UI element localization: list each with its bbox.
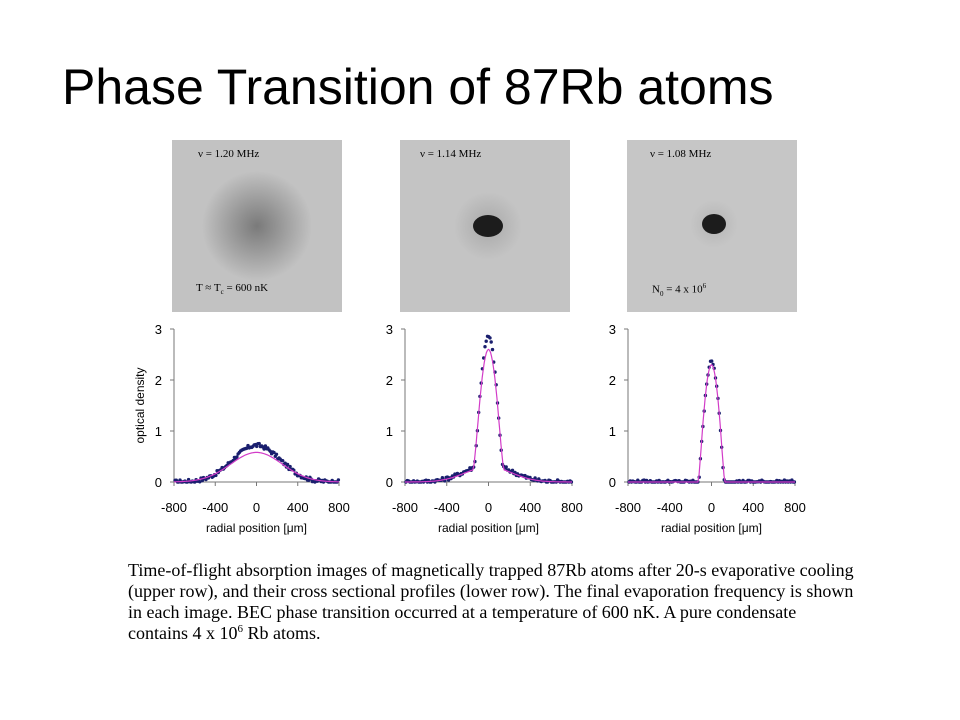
image-1-frequency-label: ν = 1.20 MHz (198, 148, 260, 160)
data-point (523, 473, 527, 478)
absorption-image-1 (172, 140, 342, 312)
slide-title: Phase Transition of 87Rb atoms (62, 59, 774, 115)
x-tick-label: -400 (657, 500, 683, 515)
x-axis-label: radial position [μm] (661, 521, 762, 535)
data-point (336, 478, 341, 482)
data-point (488, 336, 492, 340)
fit-curve (405, 348, 572, 483)
x-tick-label: 400 (519, 500, 541, 515)
data-point (245, 446, 249, 450)
x-tick-label: -400 (202, 500, 228, 515)
y-tick-label: 2 (609, 373, 616, 388)
absorption-image-2 (400, 140, 570, 312)
image-2-frequency-label: ν = 1.14 MHz (420, 148, 482, 160)
x-tick-label: 400 (742, 500, 764, 515)
data-point (262, 447, 266, 451)
y-tick-label: 3 (386, 322, 393, 337)
y-tick-label: 3 (609, 322, 616, 337)
y-tick-label: 2 (155, 373, 162, 388)
data-point (281, 459, 285, 463)
y-tick-label: 0 (609, 475, 616, 490)
x-tick-label: 0 (253, 500, 260, 515)
y-tick-label: 1 (155, 424, 162, 439)
data-point (272, 450, 276, 455)
y-tick-label: 1 (609, 424, 616, 439)
x-tick-label: -800 (392, 500, 418, 515)
fit-curve (174, 451, 339, 483)
y-tick-label: 1 (386, 424, 393, 439)
data-point (200, 478, 204, 483)
absorption-image-3 (627, 140, 797, 312)
data-point (504, 465, 508, 469)
data-point (490, 347, 495, 352)
x-tick-label: 800 (784, 500, 806, 515)
data-point (285, 462, 290, 467)
x-tick-label: 0 (485, 500, 492, 515)
fit-curve (628, 363, 795, 483)
x-tick-label: 800 (328, 500, 350, 515)
data-point (274, 452, 279, 456)
data-point (263, 444, 268, 448)
x-tick-label: 0 (708, 500, 715, 515)
data-point (288, 464, 292, 469)
data-point (489, 340, 493, 344)
data-point (255, 444, 259, 449)
y-tick-label: 3 (155, 322, 162, 337)
y-tick-label: 0 (155, 475, 162, 490)
x-tick-label: -800 (161, 500, 187, 515)
data-point (484, 339, 488, 343)
y-tick-label: 2 (386, 373, 393, 388)
x-tick-label: -800 (615, 500, 641, 515)
x-axis-label: radial position [μm] (438, 521, 539, 535)
x-axis-label: radial position [μm] (206, 521, 307, 535)
figure-caption: Time-of-flight absorption images of magn… (128, 560, 854, 643)
x-tick-label: 400 (287, 500, 309, 515)
profile-plots: 0 1 2 3 -800 -400 0 400 800 radial position [μm] o… (133, 322, 806, 535)
y-axis-label: optical density (133, 367, 147, 443)
y-tick-label: 0 (386, 475, 393, 490)
x-tick-label: -400 (434, 500, 460, 515)
image-1-temperature-label: T ≈ Tc = 600 nK (196, 282, 269, 297)
image-3-frequency-label: ν = 1.08 MHz (650, 148, 712, 160)
x-tick-label: 800 (561, 500, 583, 515)
data-point (510, 468, 515, 472)
data-point (257, 441, 261, 446)
image-3-atom-number-label: N0 = 4 x 106 (652, 282, 707, 298)
data-point (710, 359, 714, 363)
data-point (235, 455, 239, 459)
data-point (483, 345, 487, 349)
